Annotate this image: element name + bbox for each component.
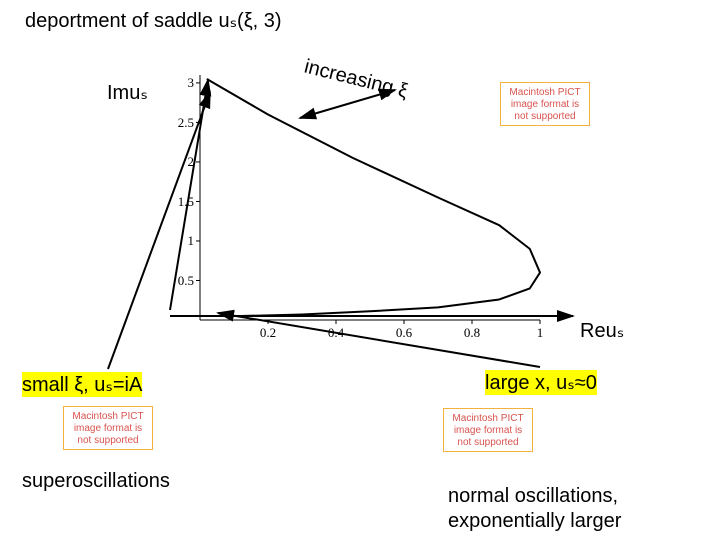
arrows-overlay [0,0,720,540]
inc-arrow [300,90,395,118]
small-arrow [108,92,210,369]
large-arrow [218,313,540,367]
